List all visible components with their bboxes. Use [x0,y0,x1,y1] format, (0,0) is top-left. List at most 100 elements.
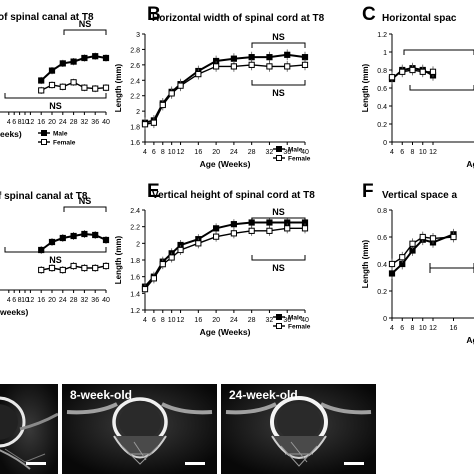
y-tick-label: 1.6 [130,275,140,282]
x-tick-label: 4 [390,325,394,332]
x-tick-label: 12 [177,149,185,156]
x-tick-label: 6 [400,325,404,332]
panel-letter: F [362,181,374,202]
data-point-female [230,230,237,237]
x-axis-label: weeks) [0,307,29,317]
x-tick-label: 10 [419,149,427,156]
x-tick-label: 8 [18,297,22,304]
data-point-female [150,119,157,126]
legend-marker [276,155,282,161]
data-point-female [38,266,45,274]
data-point-male [388,270,396,277]
panel-letter: E [147,181,160,202]
y-tick-label: 1.4 [130,291,140,298]
x-tick-label: 6 [12,297,16,304]
x-tick-label: 40 [102,119,110,126]
data-point-female [195,71,202,78]
x-tick-label: 36 [283,317,291,324]
panel-letter: B [147,4,161,25]
y-tick-label: 1.6 [130,140,140,147]
data-point-female [38,87,45,94]
ns-annotation: NS [272,88,285,98]
x-tick-label: 6 [400,149,404,156]
legend-label: Male [288,315,303,322]
data-point-female [159,101,166,109]
x-tick-label: 8 [161,317,165,324]
ns-bracket [251,80,306,86]
y-tick-label: 1.2 [130,308,140,315]
data-point-female [429,235,437,242]
data-point-female [301,61,309,68]
ct-image-24-week: 24-week-old [221,384,376,474]
x-tick-label: 32 [266,317,274,324]
x-tick-label: 36 [283,149,291,156]
x-tick-label: 16 [37,297,45,304]
data-point-male [102,54,110,62]
x-tick-label: 4 [7,119,11,126]
x-tick-label: 32 [266,149,274,156]
x-tick-label: 12 [27,119,35,126]
x-tick-label: 16 [37,119,45,126]
data-point-male [70,58,77,65]
y-tick-label: 0.6 [377,86,387,93]
data-point-female [399,254,406,261]
y-tick-label: 1 [383,50,387,57]
ns-bracket [4,93,107,99]
x-axis-label: Ag [466,159,474,169]
y-axis-label: Length (mm) [114,63,123,112]
x-tick-label: 6 [12,119,16,126]
chart-panel-F: Vertical space a 0 0.2 0.4 0.6 0.8 Length (mm)… [361,190,474,345]
data-point-male [248,54,255,61]
ns-bracket [251,217,306,223]
y-tick-label: 2 [136,109,140,116]
ns-bracket [429,263,474,269]
data-point-female [81,264,88,272]
y-tick-label: 0.4 [377,104,387,111]
x-axis-label: Ag [466,335,474,345]
data-point-female [92,264,99,272]
legend-marker [276,323,282,329]
chart-title: Vertical height of spinal cord at T8 [152,190,315,201]
x-tick-label: 12 [429,325,437,332]
x-tick-label: 40 [301,317,309,324]
x-tick-label: 20 [48,119,56,126]
y-tick-label: 1.2 [377,32,387,39]
data-point-female [102,262,110,270]
x-tick-label: 24 [230,149,238,156]
x-tick-label: 20 [212,149,220,156]
data-point-female [159,261,166,268]
data-point-female [248,61,255,68]
x-tick-label: 16 [194,317,202,324]
ct-image-8-week: 8-week-old [62,384,217,474]
x-tick-label: 28 [248,317,256,324]
data-point-female [388,74,396,81]
legend-marker [41,139,47,145]
data-point-female [141,121,149,128]
data-point-female [168,254,175,261]
data-point-male [70,232,77,240]
data-point-male [102,236,110,244]
ns-annotation: NS [49,101,62,111]
data-point-male [59,60,66,67]
data-point-female [168,90,175,97]
y-tick-label: 2 [136,241,140,248]
ns-annotation: NS [272,32,285,42]
data-point-male [59,234,66,242]
y-axis-label: Length (mm) [361,63,370,112]
ct-image-label: 24-week-old [229,388,298,402]
data-point-female [141,286,149,293]
x-tick-label: 28 [248,149,256,156]
data-point-male [301,54,309,61]
data-point-male [92,231,99,239]
data-point-female [213,233,220,240]
ns-bracket [63,29,107,35]
data-point-female [59,83,66,90]
legend-label: Female [288,324,311,331]
x-tick-label: 24 [230,317,238,324]
ns-annotation: NS [79,196,92,206]
ns-annotation: NS [49,255,62,265]
ns-bracket [251,42,306,48]
